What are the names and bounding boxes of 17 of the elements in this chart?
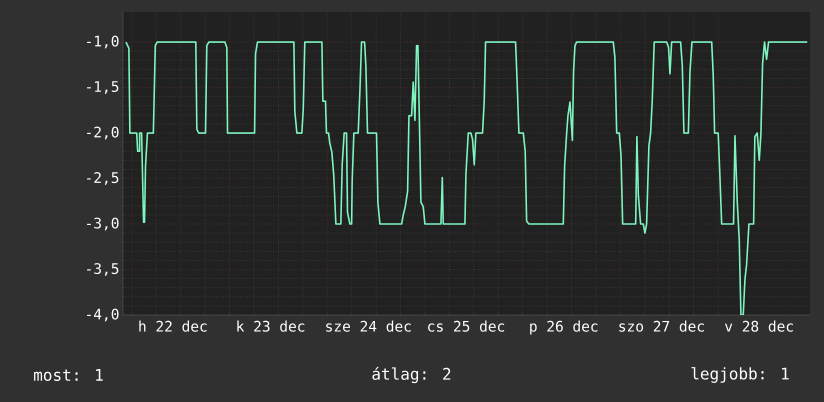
y-tick-label: -3,5 <box>87 263 118 276</box>
y-tick-label: -4,0 <box>87 308 119 322</box>
x-tick-label: v 28 dec <box>724 320 793 332</box>
y-tick-label: -2,5 <box>87 172 118 185</box>
text: átlag: 2 <box>372 366 450 384</box>
x-tick-label: p 26 dec <box>530 320 598 335</box>
x-tick-label: h 22 dec <box>139 320 207 332</box>
y-tick-label: -3,0 <box>87 218 119 230</box>
text: most: 1 <box>34 369 103 381</box>
x-tick-label: szo 27 dec <box>619 320 704 332</box>
x-tick-label: cs 25 dec <box>428 320 504 332</box>
x-tick-label: k 23 dec <box>237 320 304 332</box>
y-tick-label: -1,0 <box>87 36 119 48</box>
x-tick-label: sze 24 dec <box>326 320 411 332</box>
y-tick-label: -1,5 <box>87 81 118 94</box>
y-tick-label: -2,0 <box>87 126 119 140</box>
text: legjobb: 1 <box>692 367 789 383</box>
